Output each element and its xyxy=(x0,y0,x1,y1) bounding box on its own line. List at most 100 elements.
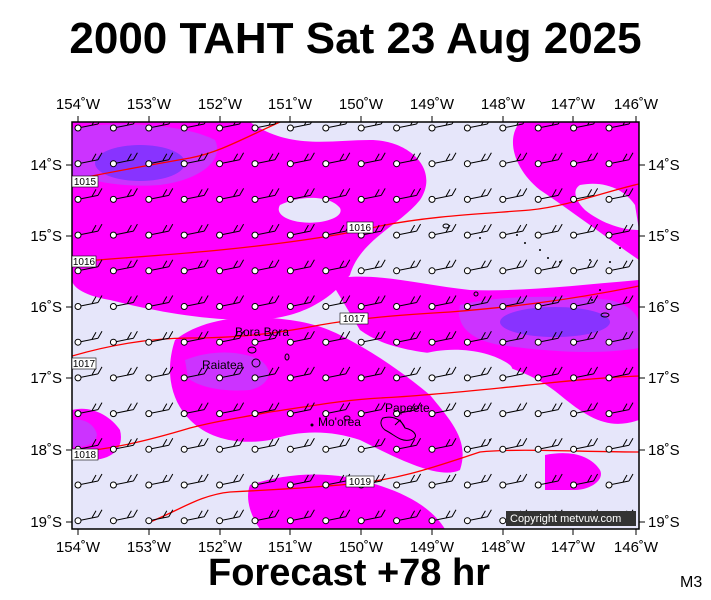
lon-labels-top: 154˚W 153˚W 152˚W 151˚W 150˚W 149˚W 148˚… xyxy=(56,96,659,113)
svg-text:Copyright metvuw.com: Copyright metvuw.com xyxy=(510,513,621,525)
wind-barb xyxy=(570,438,599,453)
wind-barb xyxy=(605,438,634,453)
wind-barb xyxy=(216,402,245,418)
wind-barb xyxy=(180,223,209,239)
wind-barb xyxy=(145,152,174,168)
wind-barb xyxy=(322,509,351,525)
wind-barb xyxy=(534,330,563,346)
wind-barb xyxy=(357,402,386,418)
wind-barb xyxy=(74,295,103,310)
lon-label: 152˚W xyxy=(198,539,243,556)
wind-barb xyxy=(145,223,174,239)
wind-barb xyxy=(393,330,422,346)
isobar-label: 1017 xyxy=(71,357,97,370)
lat-label: 19˚S xyxy=(648,514,680,531)
wind-barb xyxy=(109,188,138,203)
lon-label: 151˚W xyxy=(268,96,313,113)
wind-barb xyxy=(74,509,103,525)
wind-barb xyxy=(145,366,174,382)
wind-barb xyxy=(428,366,457,382)
map-frame xyxy=(71,121,640,530)
lat-label: 17˚S xyxy=(30,370,62,387)
svg-text:1016: 1016 xyxy=(349,223,372,234)
atoll-dots xyxy=(310,234,621,441)
lat-label: 15˚S xyxy=(30,228,62,245)
wind-barb xyxy=(393,122,419,132)
wind-barb xyxy=(357,366,386,382)
wind-barb xyxy=(393,438,422,453)
lat-label: 14˚S xyxy=(30,157,62,174)
wind-barb xyxy=(251,366,280,382)
isobar-label: 1016 xyxy=(346,221,374,234)
wind-barb xyxy=(357,259,386,275)
place-label-raiatea: Raiatea xyxy=(202,358,244,372)
wind-barb xyxy=(180,122,206,132)
wind-barb xyxy=(463,188,492,203)
lon-label: 148˚W xyxy=(481,539,526,556)
wind-barb xyxy=(251,402,280,418)
wind-barb xyxy=(393,223,422,239)
svg-text:1018: 1018 xyxy=(74,450,97,461)
wind-barb xyxy=(393,188,422,203)
lat-labels-right: 14˚S 15˚S 16˚S 17˚S 18˚S 19˚S xyxy=(648,157,680,531)
wind-barb xyxy=(216,152,245,168)
lon-label: 154˚W xyxy=(56,96,101,113)
wind-barb xyxy=(216,295,245,310)
wind-barb xyxy=(534,223,563,239)
wind-barb xyxy=(428,152,457,168)
svg-text:1019: 1019 xyxy=(349,477,372,488)
wind-barb xyxy=(216,330,245,346)
wind-barb xyxy=(393,473,422,489)
wind-barb xyxy=(570,223,599,239)
wind-barb xyxy=(570,259,599,275)
model-code: M3 xyxy=(680,574,703,591)
svg-text:1017: 1017 xyxy=(73,359,96,370)
wind-barb xyxy=(463,366,492,382)
wind-barbs xyxy=(74,122,668,525)
wind-barb xyxy=(570,402,599,418)
wind-barb xyxy=(322,402,351,418)
wind-barb xyxy=(251,438,280,453)
wind-barb xyxy=(145,438,174,453)
lat-label: 17˚S xyxy=(648,370,680,387)
wind-barb xyxy=(286,152,315,168)
wind-barb xyxy=(109,259,138,275)
wind-barb xyxy=(216,223,245,239)
lat-labels-left: 14˚S 15˚S 16˚S 17˚S 18˚S 19˚S xyxy=(30,157,62,531)
wind-barb xyxy=(499,438,528,453)
wind-barb xyxy=(463,122,490,132)
svg-text:1015: 1015 xyxy=(74,177,97,188)
wind-barb xyxy=(216,473,245,489)
wind-barb xyxy=(251,295,280,310)
wind-barb xyxy=(74,402,103,418)
wind-barb xyxy=(286,122,313,132)
wind-barb xyxy=(570,122,596,132)
wind-barb xyxy=(216,366,245,382)
lon-label: 150˚W xyxy=(339,539,384,556)
wind-barb xyxy=(605,473,634,489)
wind-barb xyxy=(145,122,171,132)
lon-label: 149˚W xyxy=(410,96,455,113)
wind-barb xyxy=(286,473,315,489)
wind-barb xyxy=(180,438,209,453)
wind-barb xyxy=(393,259,422,275)
wind-barb xyxy=(499,295,528,310)
lon-label: 146˚W xyxy=(614,96,659,113)
wind-barb xyxy=(286,223,315,239)
wind-barb xyxy=(641,260,668,274)
wind-barb xyxy=(216,188,245,203)
wind-barb xyxy=(428,402,457,418)
wind-barb xyxy=(605,152,634,168)
wind-barb xyxy=(74,122,100,132)
lon-label: 147˚W xyxy=(551,96,596,113)
wind-barb xyxy=(180,188,209,203)
wind-barb xyxy=(322,188,351,203)
wind-barb xyxy=(145,295,174,310)
wind-barb xyxy=(145,402,174,418)
wind-barb xyxy=(145,473,174,489)
wind-barb xyxy=(428,438,457,453)
wind-barb xyxy=(180,152,209,168)
wind-barb xyxy=(428,223,457,239)
lon-label: 154˚W xyxy=(56,539,101,556)
wind-barb xyxy=(605,330,634,346)
